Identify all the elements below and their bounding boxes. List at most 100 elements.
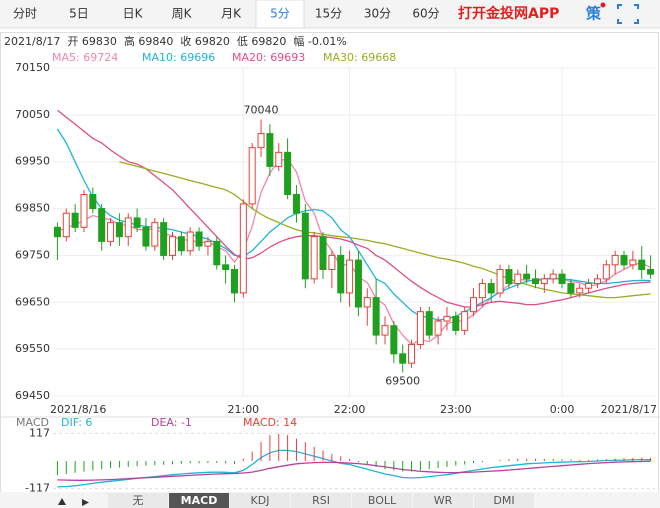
candle-body [390,325,398,355]
indicator-tab[interactable]: BOLL [368,494,397,507]
indicator-tab-bg [169,493,229,508]
candle-body [115,222,123,238]
candle-body [177,236,185,252]
candle-body [53,226,61,238]
tab[interactable]: 15分 [315,7,342,21]
candle-body [620,254,628,266]
candle-body [558,273,566,285]
candle-body [124,217,132,238]
x-tick-label: 0:00 [550,403,575,416]
indicator-tab[interactable]: MACD [181,494,218,507]
candle-body [266,133,274,167]
quote-field: 开 69830 [67,35,117,48]
fullscreen-icon[interactable] [617,4,639,24]
candle-body [337,254,345,294]
tab[interactable]: 30分 [364,7,391,21]
candle-body [310,236,318,280]
y-tick-label: 70150 [15,61,50,74]
candle-body [284,151,292,196]
candle-body [452,315,460,331]
candle-body [222,264,230,270]
tab[interactable]: 60分 [412,7,439,21]
y-tick-label: 69550 [15,342,50,355]
x-tick-label: 22:00 [334,403,366,416]
candle-body [425,311,433,336]
y-tick-label: 69950 [15,155,50,168]
candle-body [531,278,539,285]
candle-body [142,226,150,247]
candle-body [602,264,610,280]
candle-body [593,278,601,285]
candle-body [416,311,424,345]
candle-body [354,259,362,308]
candle-body [372,297,380,336]
candle-body [434,320,442,336]
candle-body [399,353,407,364]
prev-arrow[interactable] [58,498,66,505]
candle-body [647,268,655,275]
candle-body [443,315,451,322]
candle-body [381,325,389,336]
x-tick-label: 2021/8/17 [601,403,657,416]
candle-body [107,222,115,242]
indicator-tab-bg [230,493,290,508]
tab[interactable]: 周K [172,7,193,21]
indicator-tab[interactable]: RSI [312,494,330,507]
candle-body [505,268,513,285]
y-tick-label: 69850 [15,202,50,215]
candle-body [133,217,141,228]
quote-field: 2021/8/17 [4,35,60,48]
y-tick-label: 69650 [15,295,50,308]
candle-body [62,212,70,238]
candle-body [195,231,203,247]
legend-entry: MA20: 69693 [232,51,305,64]
candle-body [275,151,283,167]
candle-body [487,283,495,294]
candle-body [169,236,177,256]
x-tick-label: 23:00 [440,403,472,416]
candle-body [346,259,354,294]
tab[interactable]: 5日 [69,7,89,21]
quote-field: 高 69840 [124,34,174,48]
y-tick-label: -117 [25,482,50,495]
candle-body [363,297,371,308]
indicator-tab-bg [474,493,534,508]
indicator-tab-bg [413,493,473,508]
macd-line [57,460,651,481]
legend-entry: MA5: 69724 [52,51,118,64]
candle-body [514,273,522,285]
candle-body [540,278,548,285]
tab[interactable]: 分时 [13,7,37,21]
candle-body [478,283,486,299]
y-tick-label: 69750 [15,248,50,261]
candle-body [523,273,531,280]
candle-body [638,259,646,270]
candle-body [151,222,159,247]
candle-body [567,283,575,294]
app-link[interactable]: 打开金投网APP [458,5,559,22]
indicator-tab[interactable]: WR [434,494,453,507]
legend-entry: MA30: 69668 [323,51,396,64]
tab[interactable]: 5分 [270,7,290,21]
candle-body [239,203,247,294]
quote-field: 幅 -0.01% [293,35,346,48]
candle-body [549,273,557,280]
indicator-tab[interactable]: DMI [493,494,514,507]
tab-bar [0,0,660,28]
candle-body [328,254,336,270]
candle-body [80,194,88,228]
ma-line [119,161,651,299]
low-annotation: 69500 [385,375,420,388]
next-arrow[interactable] [82,499,89,506]
tab[interactable]: 月K [221,7,242,21]
macd-title: MACD [16,416,49,429]
candle-body [89,194,97,210]
candle-body [204,240,212,247]
candle-body [257,133,265,149]
indicator-tab[interactable]: KDJ [251,494,270,507]
tab[interactable]: 日K [123,7,144,21]
indicator-tab[interactable]: 无 [133,494,144,507]
strategy-icon[interactable]: 策 [585,5,602,23]
candle-body [408,343,416,364]
